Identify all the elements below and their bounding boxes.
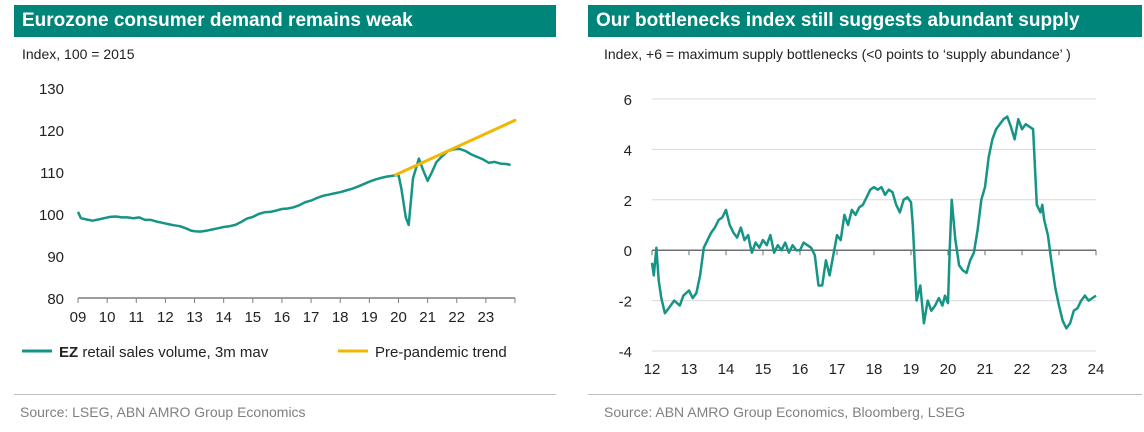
x-tick-label: 20 [940, 361, 957, 378]
x-tick-label: 09 [70, 309, 87, 326]
chart-subtitle: Index, 100 = 2015 [22, 46, 135, 62]
x-tick-label: 10 [99, 309, 116, 326]
x-tick-label: 16 [274, 309, 291, 326]
divider [14, 394, 556, 395]
x-tick-label: 19 [361, 309, 378, 326]
x-tick-label: 16 [792, 361, 809, 378]
x-tick-label: 21 [977, 361, 994, 378]
x-tick-label: 15 [755, 361, 772, 378]
x-tick-label: 19 [903, 361, 920, 378]
x-tick-label: 23 [1051, 361, 1068, 378]
x-tick-label: 13 [681, 361, 698, 378]
x-tick-label: 17 [303, 309, 320, 326]
legend-label: EZ retail sales volume, 3m mav [59, 344, 269, 361]
x-tick-label: 17 [829, 361, 846, 378]
x-tick-label: 12 [157, 309, 174, 326]
x-tick-label: 14 [718, 361, 735, 378]
x-tick-label: 22 [1014, 361, 1031, 378]
y-tick-label: -4 [619, 344, 632, 361]
x-tick-label: 12 [644, 361, 661, 378]
y-tick-label: 110 [40, 165, 64, 182]
retail-sales-line [76, 147, 511, 233]
source-note: Source: ABN AMRO Group Economics, Bloomb… [604, 404, 966, 420]
y-tick-label: -2 [619, 294, 632, 311]
y-tick-label: 120 [39, 123, 64, 140]
y-tick-label: 80 [47, 291, 64, 308]
y-tick-label: 2 [624, 193, 632, 210]
right-chart-panel: Our bottlenecks index still suggests abu… [588, 0, 1142, 432]
x-tick-label: 22 [448, 309, 465, 326]
x-tick-label: 18 [332, 309, 349, 326]
retail-sales-chart: 80 90 100 110 120 130 09 10 11 12 13 14 15 16 17 18 19 20… [22, 81, 517, 361]
y-tick-label: 90 [47, 249, 64, 266]
bottlenecks-index-line [650, 115, 1097, 330]
x-tick-label: 13 [186, 309, 203, 326]
x-tick-label: 21 [419, 309, 436, 326]
x-tick-label: 24 [1088, 361, 1105, 378]
left-chart-panel: Eurozone consumer demand remains weak In… [14, 0, 556, 432]
chart-title: Our bottlenecks index still suggests abu… [588, 5, 1142, 37]
y-tick-label: 100 [39, 207, 64, 224]
x-tick-label: 20 [390, 309, 407, 326]
source-note: Source: LSEG, ABN AMRO Group Economics [20, 404, 306, 420]
x-tick-label: 11 [128, 309, 144, 326]
x-tick-label: 15 [244, 309, 261, 326]
y-tick-label: 130 [39, 81, 64, 98]
y-tick-label: 0 [624, 243, 632, 260]
x-tick-label: 23 [478, 309, 495, 326]
legend-label: Pre-pandemic trend [375, 344, 507, 361]
y-tick-label: 6 [624, 92, 632, 109]
x-tick-label: 14 [215, 309, 232, 326]
x-tick-label: 18 [866, 361, 883, 378]
y-tick-label: 4 [624, 142, 632, 159]
chart-subtitle: Index, +6 = maximum supply bottlenecks (… [604, 46, 1071, 62]
divider [588, 394, 1142, 395]
chart-title: Eurozone consumer demand remains weak [14, 5, 556, 37]
pre-pandemic-trend-line [394, 118, 517, 177]
